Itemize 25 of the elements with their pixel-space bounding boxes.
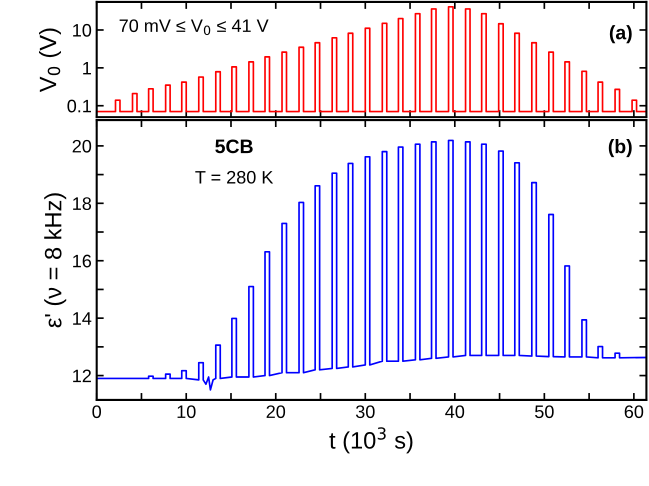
y-tick-label: 20 <box>72 140 92 153</box>
x-axis-title: t (10$^{3}$ s) <box>329 427 412 454</box>
y-axis-title: V$_{0}$ (V) <box>38 28 61 92</box>
annotation: 5CB <box>215 139 253 154</box>
x-tick-label: 40 <box>445 405 464 418</box>
y-tick-label: 14 <box>73 312 92 325</box>
x-tick-label: 60 <box>624 405 644 418</box>
annotation: 70 mV ≤ V$_{0}$ ≤ 41 V <box>120 19 269 36</box>
x-tick-label: 20 <box>266 405 286 418</box>
y-tick-label: 10 <box>73 24 92 37</box>
line-series <box>96 140 646 391</box>
line-series <box>96 6 646 112</box>
x-tick-label: 0 <box>92 405 102 418</box>
y-tick-label: 0.1 <box>67 100 91 112</box>
annotation: T = 280 K <box>195 170 274 184</box>
x-tick-label: 30 <box>356 405 375 418</box>
y-tick-label: 16 <box>73 254 92 268</box>
x-tick-label: 50 <box>535 405 554 418</box>
y-tick-label: 12 <box>73 370 91 382</box>
y-tick-label: 1 <box>83 62 91 74</box>
x-tick-label: 10 <box>178 405 196 418</box>
y-axis-title: ε' (ν = 8 kHz) <box>44 193 66 328</box>
annotation: (a) <box>610 25 632 44</box>
annotation: (b) <box>608 138 632 158</box>
y-tick-label: 18 <box>73 197 92 210</box>
